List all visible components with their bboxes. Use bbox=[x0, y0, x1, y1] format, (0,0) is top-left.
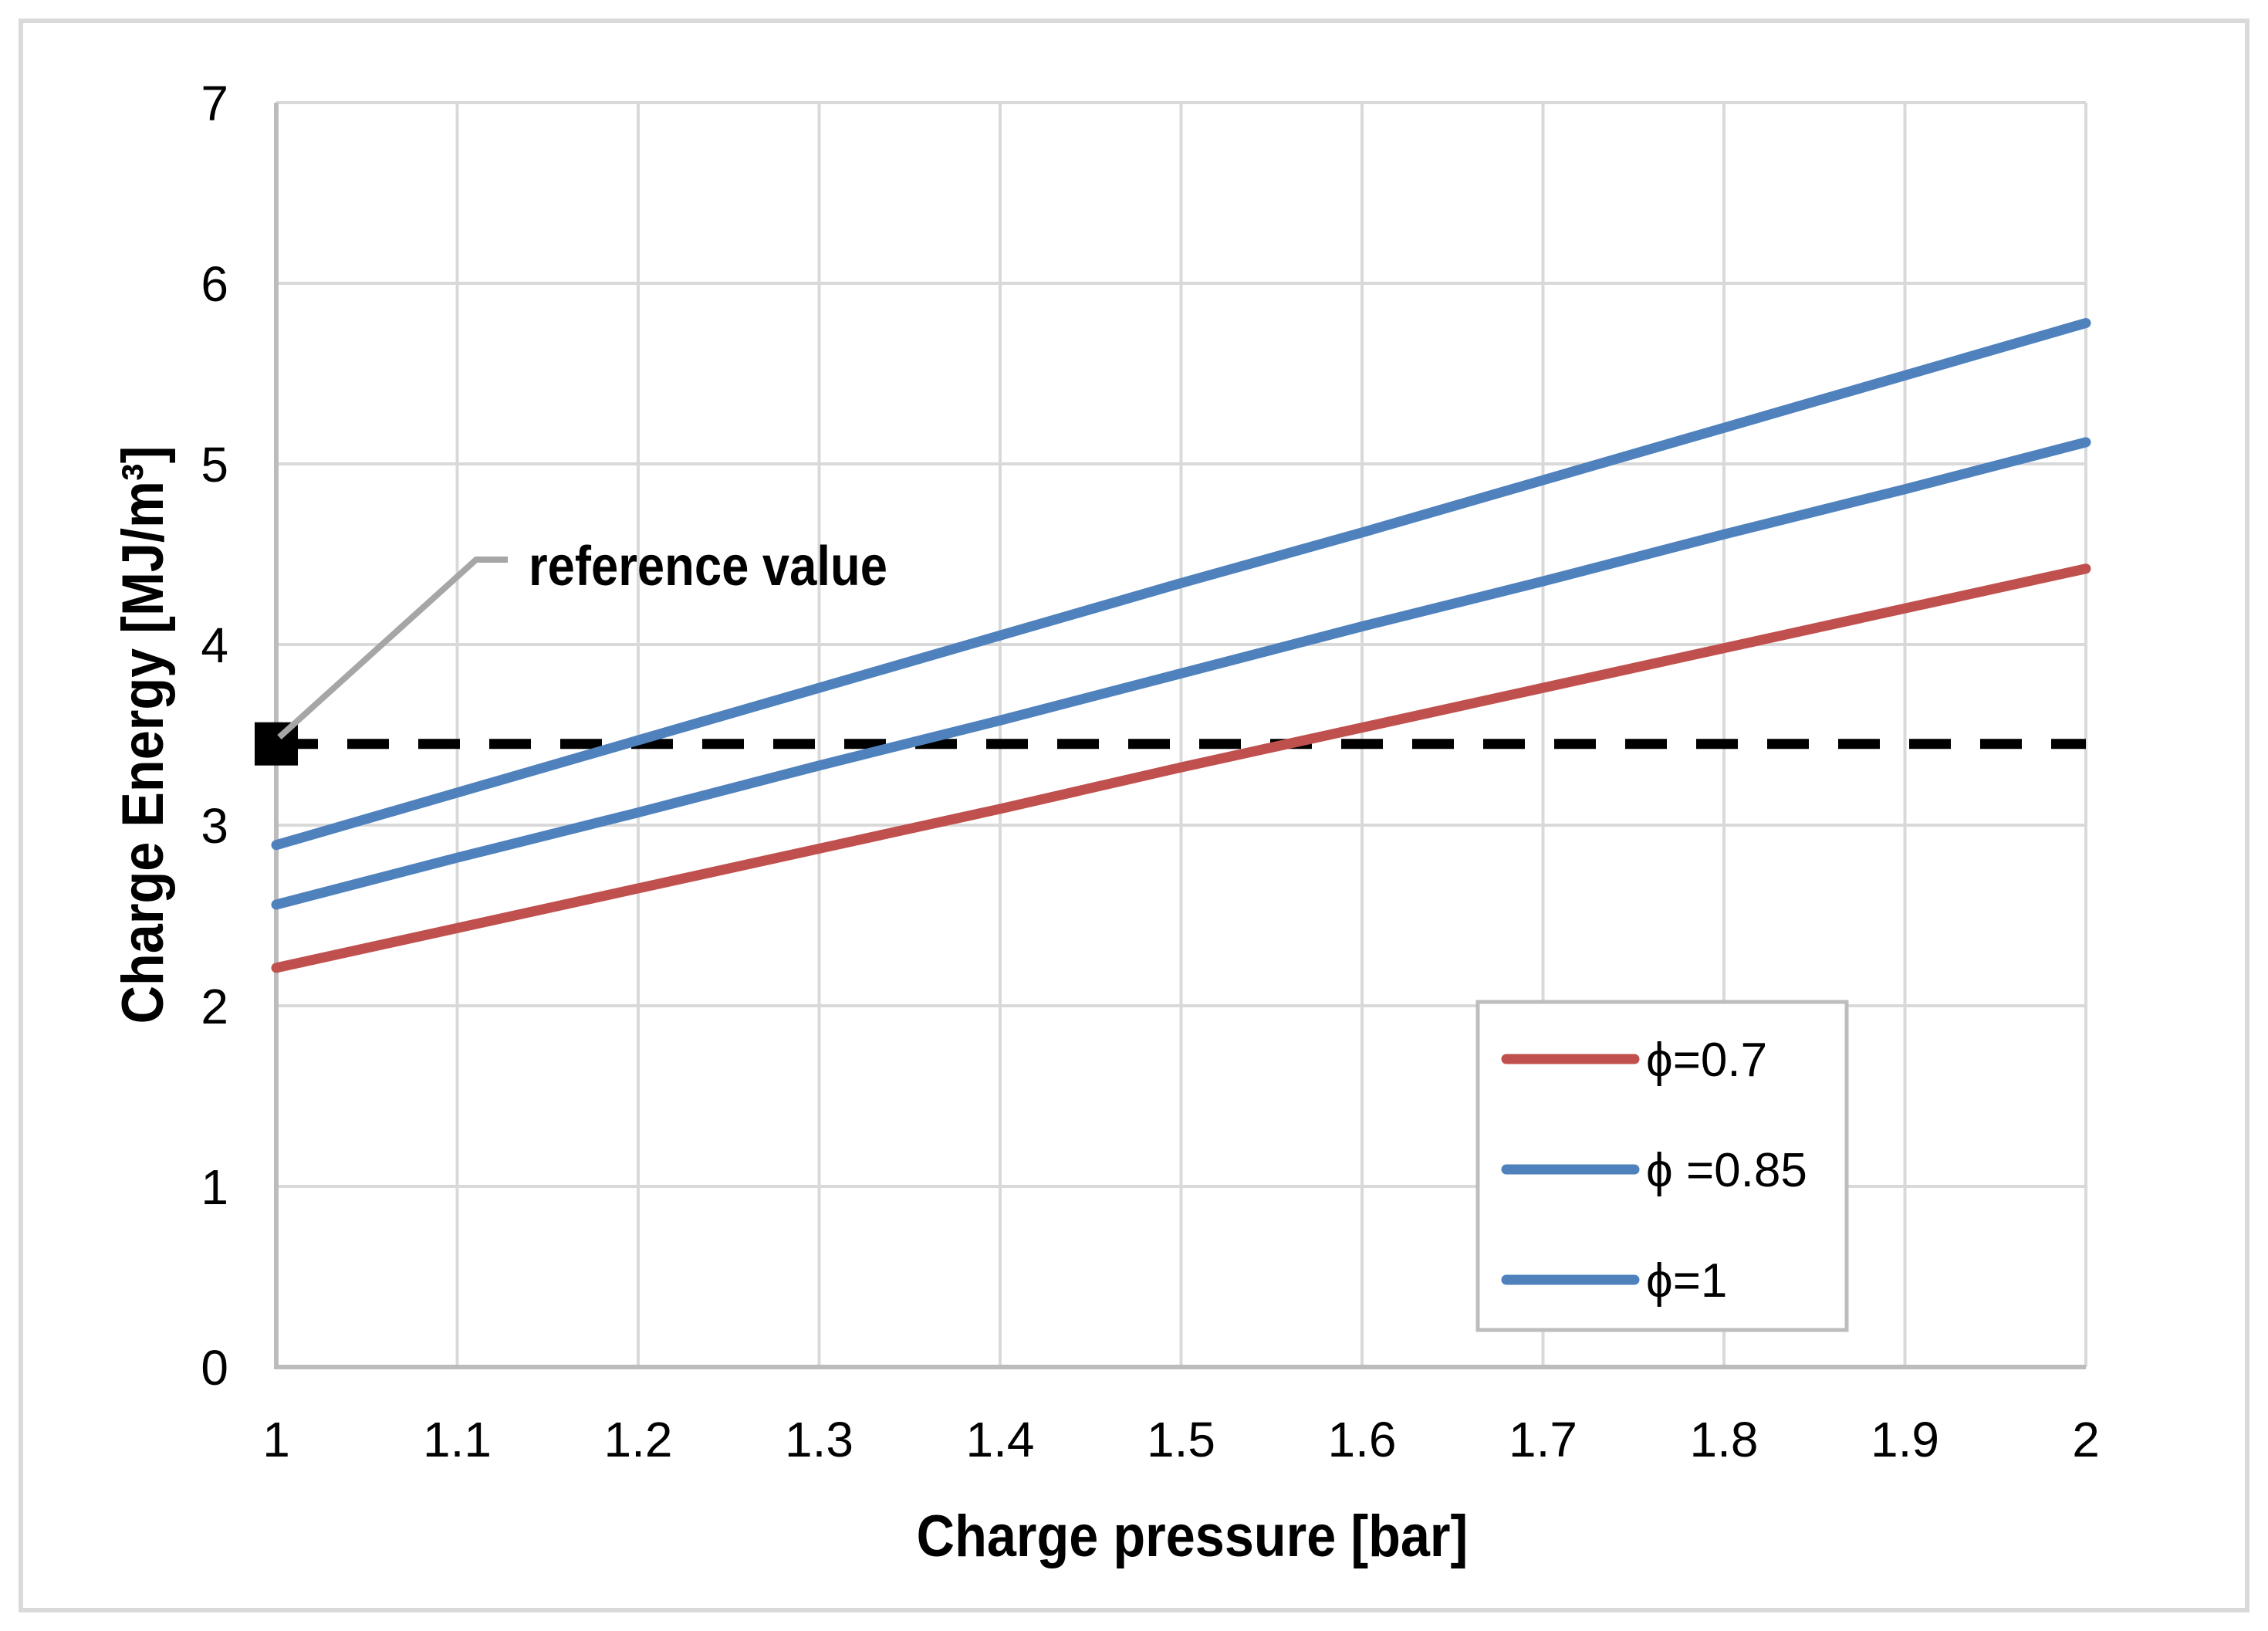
x-tick-label: 1.1 bbox=[423, 1412, 492, 1467]
x-tick-label: 2 bbox=[2072, 1412, 2100, 1467]
reference-leader-line bbox=[277, 557, 508, 739]
y-axis-title: Charge Energy [MJ/m³] bbox=[110, 445, 176, 1024]
y-tick-label: 5 bbox=[201, 437, 228, 492]
series-line-1 bbox=[271, 563, 2091, 973]
legend-item-label: ϕ =0.85 bbox=[1646, 1144, 1807, 1197]
x-axis-title: Charge pressure [bar] bbox=[916, 1504, 1469, 1569]
x-tick-label: 1.3 bbox=[785, 1412, 853, 1467]
series-line-3 bbox=[271, 317, 2091, 851]
x-tick-label: 1.4 bbox=[966, 1412, 1035, 1467]
x-tick-label: 1.6 bbox=[1328, 1412, 1397, 1467]
y-tick-label: 3 bbox=[201, 798, 228, 854]
x-tick-label: 1.2 bbox=[604, 1412, 673, 1467]
x-tick-label: 1.8 bbox=[1690, 1412, 1759, 1467]
x-tick-label: 1.9 bbox=[1871, 1412, 1939, 1467]
y-tick-label: 6 bbox=[201, 256, 228, 312]
series-line-2 bbox=[271, 437, 2091, 910]
y-tick-label: 1 bbox=[201, 1159, 228, 1215]
x-tick-label: 1.7 bbox=[1509, 1412, 1577, 1467]
legend-item-label: ϕ=0.7 bbox=[1646, 1034, 1767, 1087]
y-tick-label: 4 bbox=[201, 618, 228, 673]
figure-border bbox=[19, 19, 2249, 1612]
x-tick-label: 1.5 bbox=[1147, 1412, 1215, 1467]
y-tick-label: 7 bbox=[201, 76, 228, 131]
y-tick-label: 0 bbox=[201, 1340, 228, 1396]
y-tick-label: 2 bbox=[201, 979, 228, 1034]
x-tick-label: 1 bbox=[262, 1412, 290, 1467]
reference-annotation-label: reference value bbox=[529, 536, 887, 597]
legend-item-label: ϕ=1 bbox=[1646, 1254, 1727, 1308]
